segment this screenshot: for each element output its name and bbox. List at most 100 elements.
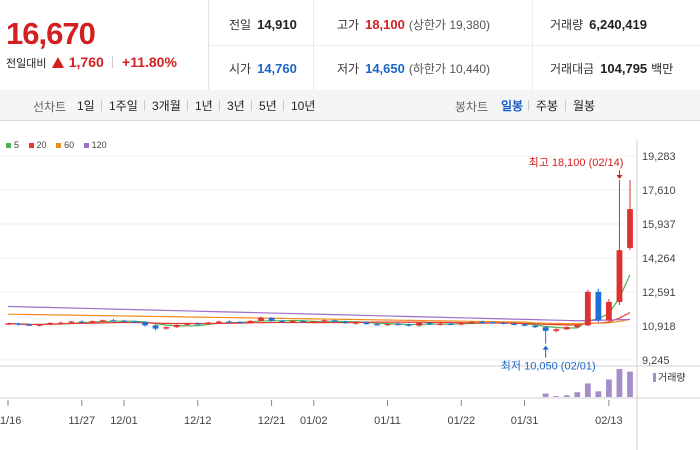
candle-body [606,301,612,321]
volume-cell: 거래량 6,240,419 [550,16,647,33]
volume-legend-swatch [653,373,656,382]
volume-bar [563,395,570,397]
legend-swatch [6,143,11,148]
candle-body [331,320,338,322]
candle-monthly[interactable]: 월봉 [573,99,596,113]
y-tick-label: 17,610 [642,185,676,197]
candle-body [300,321,307,323]
axes: 19,283 17,610 15,937 14,264 12,591 10,918 9,24… [0,151,676,427]
legend-item-ma20: 20 [28,140,47,150]
candle-body [131,321,138,323]
candle-body [321,320,328,322]
candle-chart-label: 봉차트 [455,100,489,114]
candle-body [553,329,560,331]
candle-body [5,323,11,325]
volume-bars: 거래량 [542,369,686,397]
period-3m[interactable]: 3개월 [152,99,181,113]
price-box: 16,670 전일대비 1,760 +11.80% [0,0,209,90]
period-10y[interactable]: 10년 [291,99,316,113]
candle-body [532,325,539,328]
divider [101,100,102,111]
line-chart-label: 선차트 [33,100,67,114]
period-1d[interactable]: 1일 [77,99,95,113]
candle-body [26,324,32,326]
candle-body [121,320,127,322]
candle-body [142,322,148,326]
candle-body [511,323,517,325]
candle-body [68,321,75,323]
candle-body [15,323,22,325]
ma60-line [7,313,631,325]
high-cell: 고가 18,100 (상한가 19,380) [337,16,490,33]
period-1w[interactable]: 1주일 [109,99,138,113]
open-cell: 시가 14,760 [229,60,297,77]
divider [283,100,284,111]
volume-bar [606,379,612,397]
lower-limit-value: 10,440) [449,62,491,76]
candle-body [416,322,423,326]
candle-body [458,323,465,325]
high-value: 18,100 [365,17,405,32]
lower-limit-label: (하한가 [408,62,446,76]
trade-value-cell: 거래대금 104,795 백만 [550,60,673,77]
legend-label: 20 [36,140,47,150]
divider [565,100,566,111]
low-annotation: 최저 10,050 (02/01) [501,360,596,373]
candle-body [627,209,633,248]
x-tick-label: 12/21 [258,415,286,427]
candle-body [184,323,191,325]
candle-body [574,325,581,328]
candle-body [374,324,380,326]
legend-swatch [83,143,89,148]
prev-close-value: 14,910 [257,17,297,32]
candle-body [310,321,317,323]
candles [5,180,633,344]
current-price: 16,670 [6,16,96,51]
trade-value-unit: 백만 [651,62,674,76]
y-tick-label: 10,918 [642,321,676,333]
divider [219,100,220,111]
x-tick-label: 12/12 [184,415,212,427]
x-tick-label: 01/02 [300,415,328,427]
period-3y[interactable]: 3년 [227,99,245,113]
low-value: 14,650 [365,61,405,76]
candle-body [258,317,264,321]
candle-weekly[interactable]: 주봉 [536,99,559,113]
legend-item-ma5: 5 [6,140,19,150]
period-5y[interactable]: 5년 [259,99,277,113]
candlestick-chart[interactable]: 거래량 19,283 17,610 15,937 14,264 12,591 10,918… [0,120,700,450]
divider [532,0,533,90]
change-percent: +11.80% [122,54,177,70]
moving-averages [7,274,631,329]
candle-body [173,324,180,328]
upper-limit-value: 19,380) [449,18,491,32]
legend-swatch [56,143,62,148]
legend-label: 120 [91,140,107,150]
candle-body [542,327,549,331]
period-1y[interactable]: 1년 [195,99,213,113]
x-tick-label: 11/16 [0,415,21,427]
divider [112,56,114,68]
divider [209,45,700,46]
candle-daily[interactable]: 일봉 [501,99,524,113]
volume-value: 6,240,419 [589,17,647,32]
quote-header: 16,670 전일대비 1,760 +11.80% 전일 14,910 고가 18,… [0,0,700,91]
x-tick-label: 01/22 [448,415,476,427]
divider [528,100,529,111]
candle-body [205,322,212,324]
volume-bar [553,396,560,397]
chart-toolbar: 선차트 1일 1주일 3개월 1년 3년 5년 10년 봉차트 일봉 주봉 월봉 [0,90,700,121]
candle-body [363,322,370,325]
prev-close-label: 전일 [229,18,252,32]
candle-body [468,321,475,324]
candle-body [426,322,433,325]
candle-body [163,327,170,329]
x-tick-label: 12/01 [110,415,138,427]
candle-body [584,291,591,326]
candle-body [78,321,85,323]
candle-body [289,321,296,323]
low-arrow-head [542,345,549,350]
x-tick-label: 11/27 [68,415,95,427]
prev-close-cell: 전일 14,910 [229,16,297,33]
ma120-line [7,305,631,322]
